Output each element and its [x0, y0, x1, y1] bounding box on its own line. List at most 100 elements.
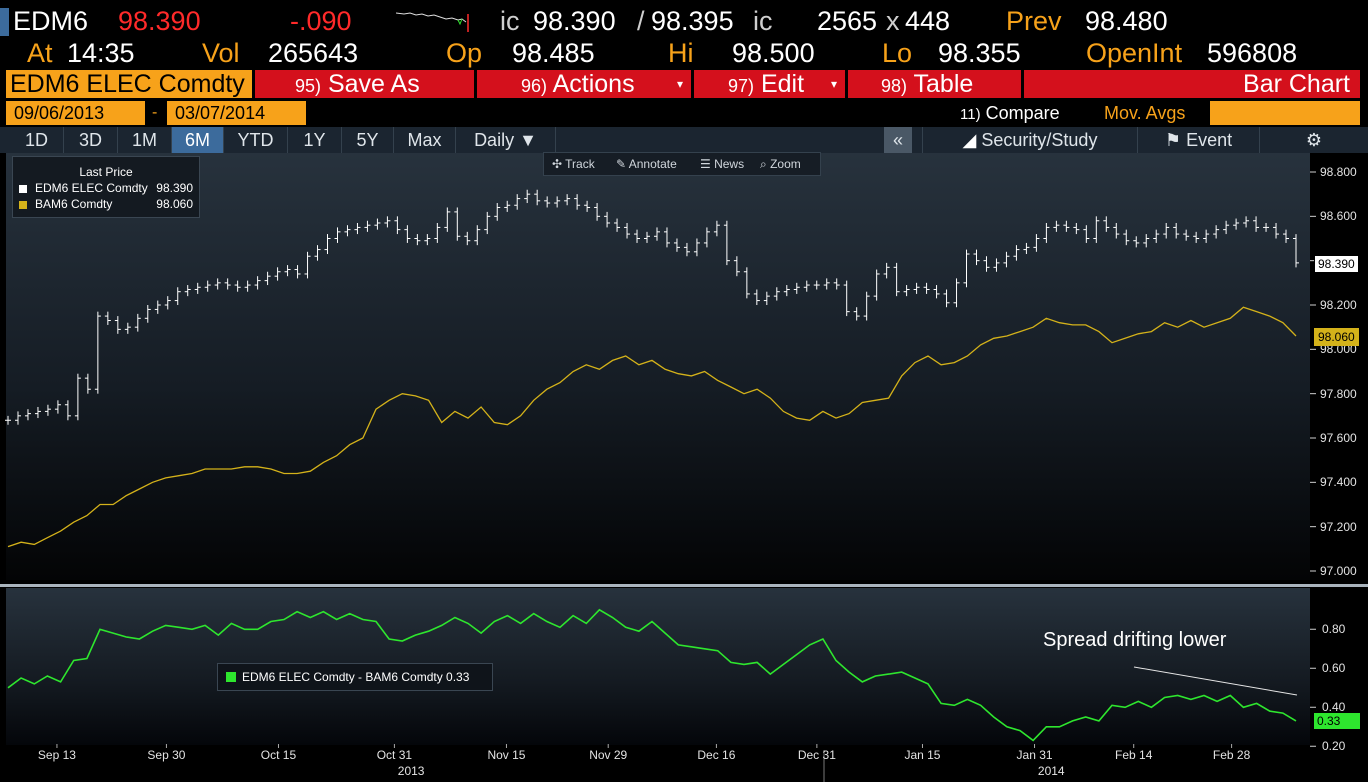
tab-5y[interactable]: 5Y [342, 127, 394, 153]
price-bar [204, 280, 211, 292]
zoom-label: Zoom [770, 157, 801, 171]
actions-menu[interactable]: 96) Actions ▾ [477, 70, 691, 98]
price-bar [1083, 225, 1090, 243]
price-bar [1243, 216, 1250, 228]
frequency-dropdown[interactable]: Daily ▼ [456, 127, 556, 153]
price-bar [853, 307, 860, 321]
save-as-button[interactable]: 95) Save As [255, 70, 474, 98]
price-bar [494, 203, 501, 221]
x-tick-label: Oct 31 [376, 748, 413, 762]
start-date-input[interactable]: 09/06/2013 [6, 101, 145, 125]
price-bar [574, 194, 581, 210]
news-button[interactable]: ☰ News [700, 157, 745, 171]
price-bar [843, 280, 850, 317]
compare-number: 11) [960, 106, 981, 123]
price-bar [104, 311, 111, 325]
tab-1y[interactable]: 1Y [288, 127, 342, 153]
news-label: News [714, 157, 745, 171]
price-bar [963, 249, 970, 288]
legend-title: Last Price [79, 165, 133, 179]
panel-divider[interactable] [0, 584, 1368, 587]
tab-6m[interactable]: 6M [172, 127, 224, 153]
end-date-input[interactable]: 03/07/2014 [167, 101, 306, 125]
x-tick-label: Dec 16 [697, 748, 736, 762]
spread-legend[interactable]: EDM6 ELEC Comdty - BAM6 Comdty 0.33 [217, 663, 493, 691]
price-bar [544, 196, 551, 208]
high-label: Hi [668, 38, 694, 68]
price-bar [294, 265, 301, 279]
price-bar [1263, 222, 1270, 232]
price-panel[interactable] [6, 153, 1310, 580]
price-bar [384, 216, 391, 228]
table-button[interactable]: 98) Table [848, 70, 1021, 98]
price-bar [1123, 229, 1130, 246]
security-name-field[interactable]: EDM6 ELEC Comdty [6, 70, 252, 98]
price-bar [514, 194, 521, 210]
price-bar [194, 282, 201, 294]
price-bar [234, 280, 241, 292]
price-bar [44, 404, 51, 416]
price-bar [394, 216, 401, 235]
moving-averages-field[interactable] [1210, 101, 1360, 125]
price-bar [863, 291, 870, 321]
compare-button[interactable]: 11) Compare [960, 101, 1100, 125]
price-bar [1183, 229, 1190, 241]
price-bar [663, 227, 670, 248]
action-toolbar: EDM6 ELEC Comdty 95) Save As 96) Actions… [0, 70, 1368, 98]
last-value-tag: 98.060 [1314, 328, 1359, 347]
price-bar [554, 196, 561, 208]
price-bar [334, 227, 341, 243]
price-bar [324, 234, 331, 255]
price-bar [1283, 229, 1290, 243]
price-bar [524, 189, 531, 204]
legend-value-edm6: 98.390 [156, 181, 193, 195]
zoom-button[interactable]: ⌕ Zoom [760, 157, 801, 171]
price-bar [773, 287, 780, 301]
x-tick-label: Jan 15 [904, 748, 941, 762]
price-bar [484, 211, 491, 235]
edit-menu[interactable]: 97) Edit ▾ [694, 70, 845, 98]
legend-name-bam6: BAM6 Comdty [35, 197, 113, 211]
price-bar [224, 278, 231, 290]
price-bar [753, 289, 760, 305]
price-bar [24, 409, 31, 421]
price-bar [1163, 222, 1170, 239]
price-bar [454, 207, 461, 241]
ticker[interactable]: EDM6 [13, 6, 89, 36]
price-y-tick-label: 98.200 [1320, 298, 1357, 312]
price-bar [833, 278, 840, 290]
price-bar [444, 207, 451, 232]
price-bar [1143, 234, 1150, 248]
last-value-tag: 98.390 [1314, 254, 1359, 273]
chart-type-label[interactable]: Bar Chart [1024, 70, 1360, 98]
price-bar [1273, 222, 1280, 239]
spread-y-tick-label: 0.60 [1322, 661, 1346, 676]
security-study-button[interactable]: ◢ Security/Study [922, 127, 1138, 153]
legend-swatch-bam6 [19, 201, 27, 209]
moving-averages-button[interactable]: Mov. Avgs [1104, 103, 1186, 123]
high-value: 98.500 [732, 38, 815, 68]
event-button[interactable]: ⚑ Event [1138, 127, 1260, 153]
tab-max[interactable]: Max [394, 127, 456, 153]
price-bar [644, 231, 651, 243]
price-bar [1223, 220, 1230, 235]
tab-1m[interactable]: 1M [118, 127, 172, 153]
price-bar [783, 285, 790, 297]
legend-name-edm6: EDM6 ELEC Comdty [35, 181, 148, 195]
price-bar [124, 322, 131, 334]
tab-3d[interactable]: 3D [64, 127, 118, 153]
tab-ytd[interactable]: YTD [224, 127, 288, 153]
settings-gear-icon[interactable]: ⚙ [1305, 130, 1323, 150]
price-bar [134, 313, 141, 332]
price-bar [54, 400, 61, 414]
bam6-line [7, 306, 1297, 548]
last-time: 14:35 [67, 38, 135, 68]
annotate-button[interactable]: ✎ Annotate [616, 157, 677, 171]
chart-annotation[interactable]: Spread drifting lower [1043, 629, 1227, 651]
tab-1d[interactable]: 1D [10, 127, 64, 153]
table-label: Table [913, 70, 974, 98]
track-button[interactable]: ✣ Track [552, 157, 595, 171]
price-legend[interactable]: Last Price EDM6 ELEC Comdty 98.390 BAM6 … [12, 156, 200, 218]
collapse-button[interactable]: « [884, 127, 912, 153]
